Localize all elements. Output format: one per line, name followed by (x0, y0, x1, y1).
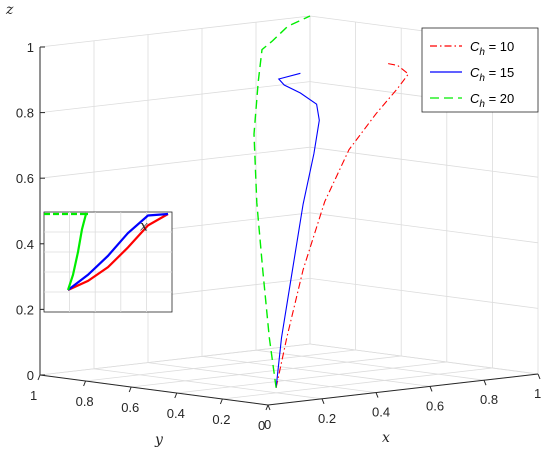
y-tick-label: 0.8 (76, 394, 94, 409)
y-tick-label: 0.2 (212, 412, 230, 427)
floor-grid-line (131, 355, 402, 388)
z-axis-label: z (5, 2, 14, 18)
y-axis-line (39, 374, 269, 406)
z-tick-label: 0.8 (16, 106, 34, 121)
x-tick-mark (429, 386, 433, 392)
y-tick-mark (219, 398, 223, 405)
y-tick-mark (265, 404, 269, 411)
y-tick-label: 0 (258, 418, 265, 433)
series-line-2 (275, 72, 320, 388)
x-tick-label: 0.4 (372, 405, 390, 420)
floor-grid-line (201, 356, 431, 387)
floor-grid-line (255, 349, 485, 381)
y-tick-label: 1 (30, 388, 37, 403)
wall-grid-line (309, 212, 539, 244)
series-layer (253, 15, 410, 388)
wall-grid-line (39, 343, 311, 376)
y-tick-label: 0.4 (167, 406, 185, 421)
z-tick-label: 0.4 (16, 237, 34, 252)
inset-series-3 (66, 212, 88, 291)
inset-series-1 (67, 213, 169, 292)
x-axis-label: x (382, 430, 390, 446)
y-axis-label: y (154, 432, 164, 448)
series-line-1 (275, 62, 410, 388)
tick-labels: 0000.20.20.20.40.40.40.60.60.60.80.80.81… (16, 40, 541, 433)
series-line-3 (253, 15, 311, 388)
x-tick-label: 0.8 (480, 392, 498, 407)
x-tick-mark (321, 398, 325, 404)
legend-label: Ch = 10 (470, 39, 514, 58)
z-tick-label: 0.2 (16, 302, 34, 317)
x-tick-mark (375, 392, 379, 398)
y-tick-mark (37, 374, 41, 381)
inset-frame (43, 211, 173, 313)
floor-grid-line (147, 362, 377, 393)
z-tick-label: 1 (27, 40, 34, 55)
x-tick-mark (267, 404, 271, 411)
y-tick-mark (83, 380, 87, 387)
inset-plot: x (43, 211, 173, 313)
wall-grid-line (309, 146, 539, 178)
x-tick-mark (483, 380, 487, 386)
y-tick-label: 0.6 (121, 400, 139, 415)
inset-series-2 (67, 212, 169, 291)
wall-grid-line (309, 278, 539, 309)
floor-grid-line (93, 368, 323, 400)
wall-grid-line (39, 15, 311, 48)
x-tick-label: 0 (264, 417, 271, 432)
x-tick-mark (537, 373, 541, 380)
z-tick-label: 0.6 (16, 171, 34, 186)
y-tick-mark (128, 386, 132, 393)
wall-grid-line (39, 81, 311, 113)
floor-grid-line (176, 361, 447, 394)
legend-label: Ch = 15 (470, 65, 514, 84)
x-tick-label: 0.2 (318, 411, 336, 426)
y-tick-mark (174, 392, 178, 399)
x-tick-label: 0.6 (426, 398, 444, 413)
z-tick-label: 0 (27, 368, 34, 383)
axis-layer (37, 46, 541, 411)
floor-grid-line (85, 349, 356, 382)
legend-box (421, 27, 539, 113)
legend: Ch = 10 Ch = 15 Ch = 20 (421, 27, 539, 113)
inset-annotation: x (140, 219, 148, 235)
legend-label: Ch = 20 (470, 91, 514, 110)
wall-grid-line (39, 146, 311, 179)
wall-grid-line (309, 343, 539, 375)
floor-grid-line (222, 367, 493, 400)
x-tick-label: 1 (534, 386, 541, 401)
x-axis-line (267, 373, 539, 406)
